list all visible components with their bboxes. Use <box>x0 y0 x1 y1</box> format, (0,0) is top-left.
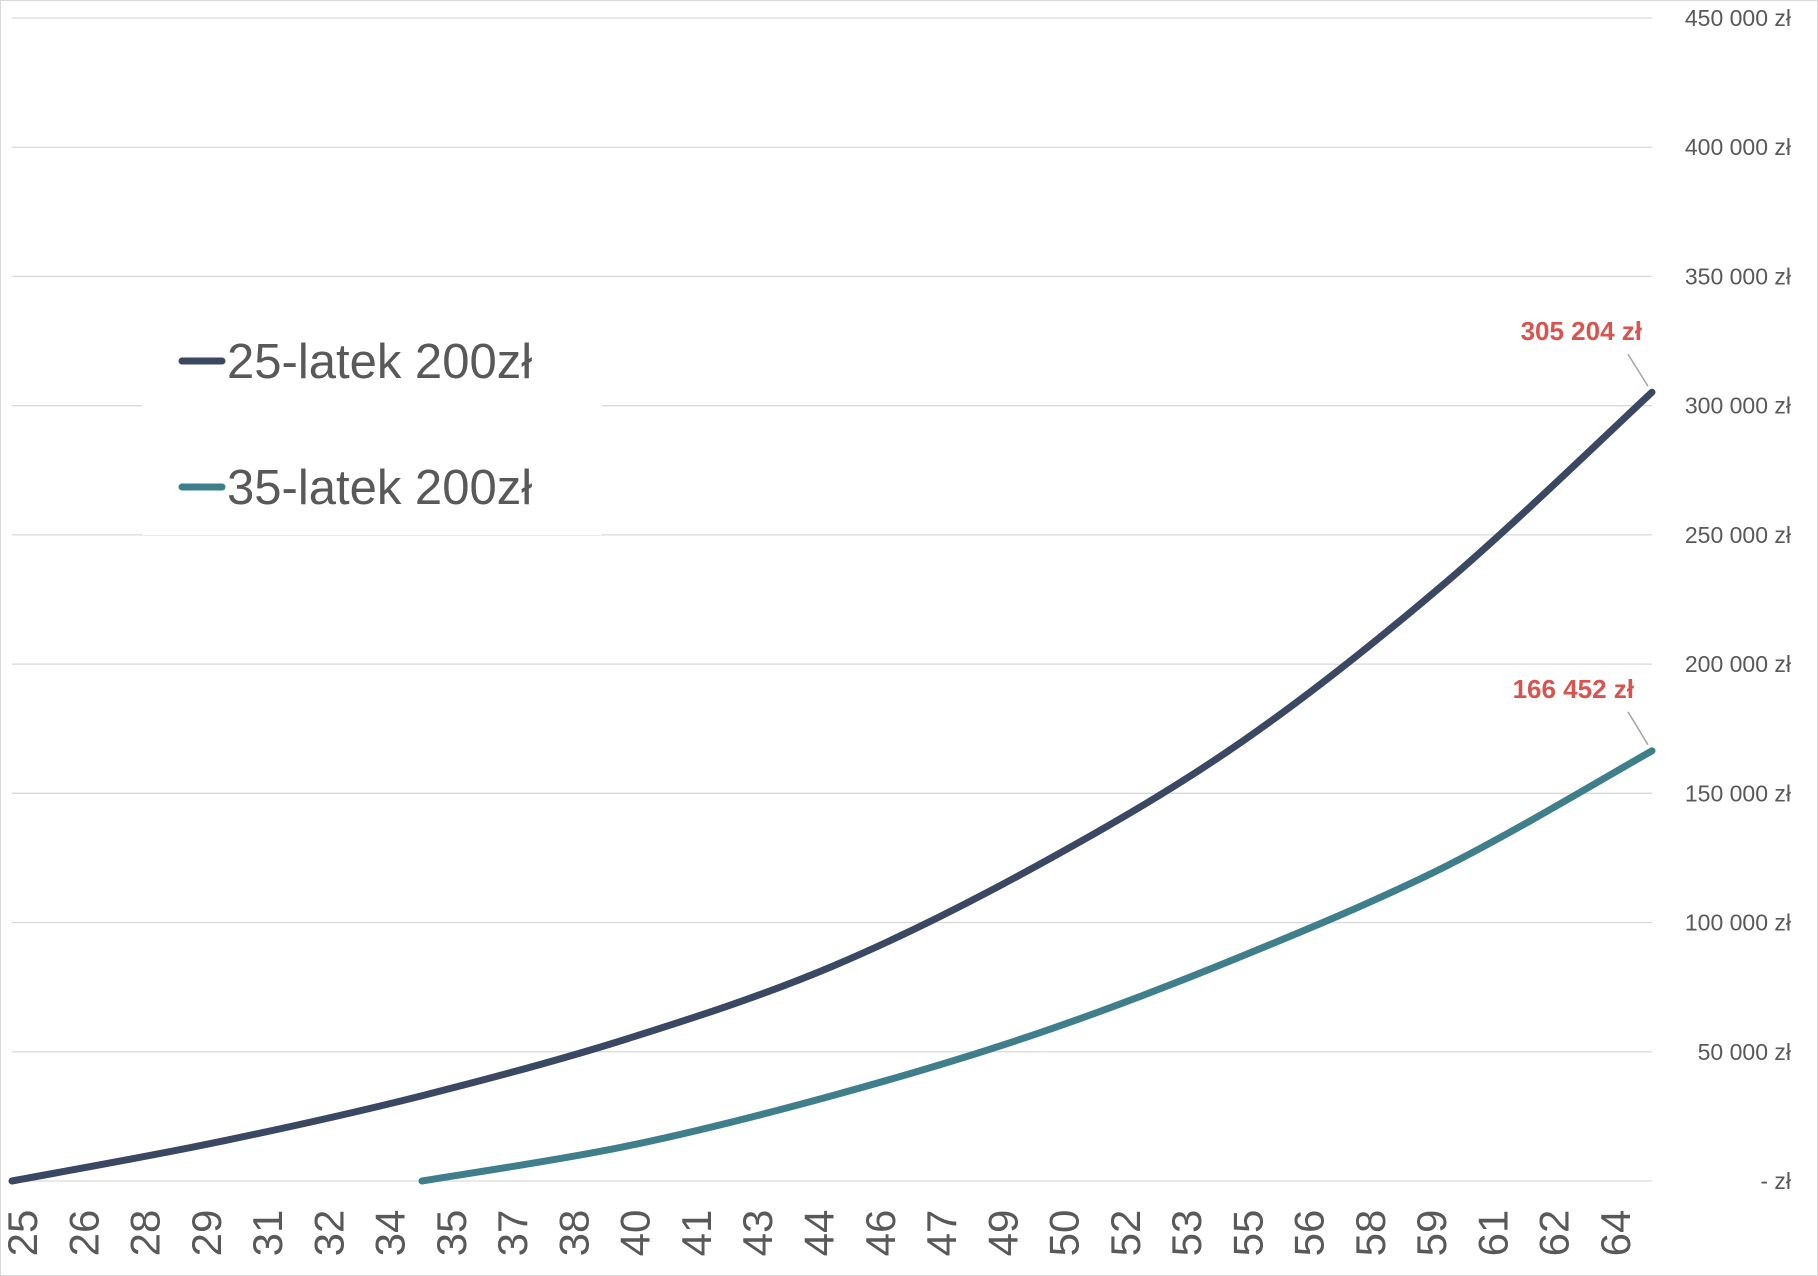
x-tick-label: 44 <box>796 1210 843 1257</box>
legend-box <box>142 290 602 535</box>
x-tick-label: 38 <box>550 1210 597 1257</box>
x-tick-label: 61 <box>1469 1210 1516 1257</box>
x-tick-label: 40 <box>612 1210 659 1257</box>
y-tick-label: 250 000 zł <box>1685 522 1791 548</box>
y-tick-label: 200 000 zł <box>1685 651 1791 677</box>
y-tick-label: 350 000 zł <box>1685 263 1791 289</box>
data-label-end-value: 305 204 zł <box>1521 316 1643 346</box>
x-tick-label: 37 <box>489 1210 536 1257</box>
y-tick-label: 150 000 zł <box>1685 780 1791 806</box>
x-axis-tick-labels: 25 26 28 29 31 32 34 35 37 38 40 41 43 44 46 47 49 50 52 53… <box>0 1210 1639 1257</box>
x-tick-label: 55 <box>1224 1210 1271 1257</box>
x-tick-label: 58 <box>1347 1210 1394 1257</box>
legend-label-2: 35-latek 200zł <box>227 461 532 515</box>
x-tick-label: 31 <box>244 1210 291 1257</box>
y-tick-label: - zł <box>1760 1168 1791 1194</box>
data-label-end-value: 166 452 zł <box>1513 674 1635 704</box>
x-tick-label: 28 <box>122 1210 169 1257</box>
x-tick-label: 25 <box>0 1210 46 1257</box>
x-tick-label: 47 <box>918 1210 965 1257</box>
x-tick-label: 56 <box>1286 1210 1333 1257</box>
y-tick-label: 400 000 zł <box>1685 134 1791 160</box>
y-tick-label: 100 000 zł <box>1685 910 1791 936</box>
x-tick-label: 32 <box>305 1210 352 1257</box>
x-tick-label: 53 <box>1163 1210 1210 1257</box>
x-tick-label: 46 <box>857 1210 904 1257</box>
x-tick-label: 59 <box>1408 1210 1455 1257</box>
y-gridlines <box>12 17 1652 1182</box>
x-tick-label: 41 <box>673 1210 720 1257</box>
x-tick-label: 50 <box>1041 1210 1088 1257</box>
series-line-2 <box>418 747 1656 1185</box>
x-tick-label: 29 <box>183 1210 230 1257</box>
y-tick-label: 50 000 zł <box>1698 1039 1791 1065</box>
x-tick-label: 43 <box>734 1210 781 1257</box>
y-axis-tick-labels: - zł 50 000 zł 100 000 zł 150 000 zł 200 000… <box>1685 5 1791 1194</box>
data-label-leader <box>1627 353 1649 387</box>
x-tick-label: 64 <box>1592 1210 1639 1257</box>
x-tick-label: 49 <box>979 1210 1026 1257</box>
data-label-leader <box>1627 711 1649 746</box>
series-line-1 <box>8 388 1656 1185</box>
x-tick-label: 26 <box>60 1210 107 1257</box>
data-labels: 305 204 zł 166 452 zł <box>1513 316 1649 746</box>
series-lines <box>8 388 1656 1185</box>
legend: 25-latek 200zł 35-latek 200zł <box>142 290 602 535</box>
x-tick-label: 35 <box>428 1210 475 1257</box>
x-tick-label: 52 <box>1102 1210 1149 1257</box>
x-tick-label: 34 <box>367 1210 414 1257</box>
x-tick-label: 62 <box>1531 1210 1578 1257</box>
legend-label-1: 25-latek 200zł <box>227 335 532 389</box>
y-tick-label: 300 000 zł <box>1685 393 1791 419</box>
y-tick-label: 450 000 zł <box>1685 5 1791 31</box>
